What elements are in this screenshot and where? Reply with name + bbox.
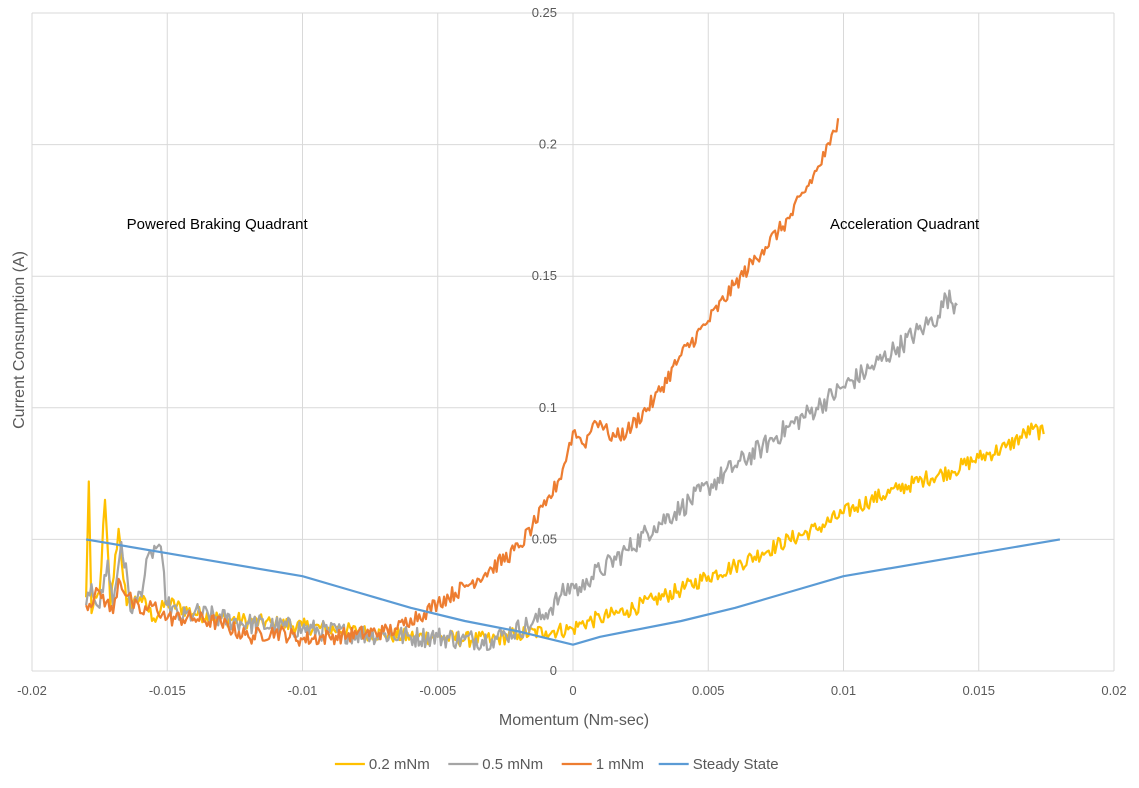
- legend: 0.2 mNm 0.5 mNm 1 mNm Steady State: [334, 756, 779, 773]
- series-line: [85, 118, 840, 647]
- x-tick-label: 0.01: [831, 683, 856, 698]
- quadrant-annotations: Powered Braking Quadrant Acceleration Qua…: [127, 216, 980, 233]
- quadrant-annotation: Powered Braking Quadrant: [127, 216, 309, 233]
- x-tick-label: -0.01: [288, 683, 318, 698]
- y-tick-label: 0: [550, 663, 557, 678]
- y-tick-label: 0.15: [532, 268, 557, 283]
- legend-label: 1 mNm: [596, 756, 644, 773]
- quadrant-annotation: Acceleration Quadrant: [830, 216, 980, 233]
- series-line: [85, 289, 958, 651]
- x-tick-label: -0.005: [419, 683, 456, 698]
- y-axis-ticks: 0 0.05 0.1 0.15 0.2 0.25: [532, 5, 557, 678]
- x-axis-title: Momentum (Nm-sec): [499, 712, 649, 729]
- series-lines: [85, 118, 1061, 651]
- x-tick-label: 0.015: [962, 683, 995, 698]
- y-tick-label: 0.25: [532, 5, 557, 20]
- x-tick-label: 0: [569, 683, 576, 698]
- legend-label: 0.5 mNm: [482, 756, 543, 773]
- y-axis-title: Current Consumption (A): [11, 251, 28, 429]
- x-tick-label: 0.005: [692, 683, 725, 698]
- y-tick-label: 0.05: [532, 531, 557, 546]
- gridlines: [31, 12, 1115, 672]
- y-tick-label: 0.2: [539, 137, 557, 152]
- legend-label: Steady State: [693, 756, 779, 773]
- x-tick-label: -0.015: [149, 683, 186, 698]
- y-tick-label: 0.1: [539, 400, 557, 415]
- series-line: [85, 538, 1061, 646]
- x-axis-ticks: -0.02 -0.015 -0.01 -0.005 0 0.005 0.01 0.015 0.0…: [17, 683, 1126, 698]
- x-tick-label: -0.02: [17, 683, 47, 698]
- series-line: [85, 422, 1045, 648]
- legend-label: 0.2 mNm: [369, 756, 430, 773]
- x-tick-label: 0.02: [1101, 683, 1126, 698]
